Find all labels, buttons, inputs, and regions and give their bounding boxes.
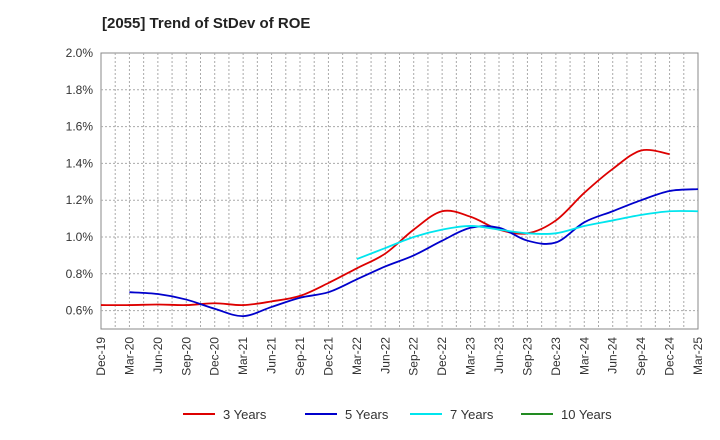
- legend-item-7-years: 7 Years: [410, 407, 494, 422]
- x-tick-label: Dec-19: [94, 337, 108, 376]
- x-tick-label: Dec-21: [321, 337, 335, 376]
- x-tick-label: Sep-22: [407, 337, 421, 376]
- chart-title: [2055] Trend of StDev of ROE: [102, 15, 310, 32]
- x-tick-label: Jun-22: [378, 337, 392, 374]
- series-line-3-years: [100, 149, 670, 307]
- grid: [101, 53, 698, 329]
- x-tick-label: Mar-22: [350, 337, 364, 375]
- y-tick-label: 2.0%: [66, 46, 94, 60]
- x-tick-label: Jun-24: [606, 337, 620, 374]
- legend-label: 3 Years: [223, 407, 267, 422]
- legend-item-10-years: 10 Years: [521, 407, 612, 422]
- x-tick-label: Mar-23: [464, 337, 478, 375]
- x-tick-label: Dec-23: [549, 337, 563, 376]
- y-axis: 0.6% 0.8% 1.0% 1.2% 1.4% 1.6% 1.8% 2.0%: [66, 46, 94, 318]
- y-tick-label: 1.0%: [66, 230, 94, 244]
- legend-item-5-years: 5 Years: [305, 407, 389, 422]
- x-tick-label: Sep-23: [520, 337, 534, 376]
- y-tick-label: 1.2%: [66, 193, 94, 207]
- legend: 3 Years 5 Years 7 Years 10 Years: [183, 407, 612, 422]
- x-tick-label: Sep-20: [179, 337, 193, 376]
- legend-item-3-years: 3 Years: [183, 407, 267, 422]
- legend-label: 7 Years: [450, 407, 494, 422]
- x-tick-label: Sep-21: [293, 337, 307, 376]
- x-tick-label: Dec-24: [663, 337, 677, 376]
- x-tick-label: Dec-20: [208, 337, 222, 376]
- series-line-7-years: [356, 210, 699, 260]
- y-tick-label: 0.6%: [66, 304, 94, 318]
- x-tick-label: Jun-20: [151, 337, 165, 374]
- x-tick-label: Jun-23: [492, 337, 506, 374]
- x-tick-label: Mar-24: [577, 337, 591, 375]
- x-tick-label: Mar-21: [236, 337, 250, 375]
- x-tick-label: Mar-20: [122, 337, 136, 375]
- x-axis: Dec-19 Mar-20 Jun-20 Sep-20 Dec-20 Mar-21 Jun-…: [94, 337, 705, 376]
- x-tick-label: Dec-22: [435, 337, 449, 376]
- legend-label: 10 Years: [561, 407, 612, 422]
- y-tick-label: 1.6%: [66, 120, 94, 134]
- y-tick-label: 1.8%: [66, 83, 94, 97]
- series-lines: [100, 149, 699, 318]
- y-tick-label: 0.8%: [66, 267, 94, 281]
- series-line-5-years: [129, 188, 699, 318]
- x-tick-label: Sep-24: [634, 337, 648, 376]
- x-tick-label: Jun-21: [265, 337, 279, 374]
- x-tick-label: Mar-25: [691, 337, 705, 375]
- legend-label: 5 Years: [345, 407, 389, 422]
- y-tick-label: 1.4%: [66, 156, 94, 170]
